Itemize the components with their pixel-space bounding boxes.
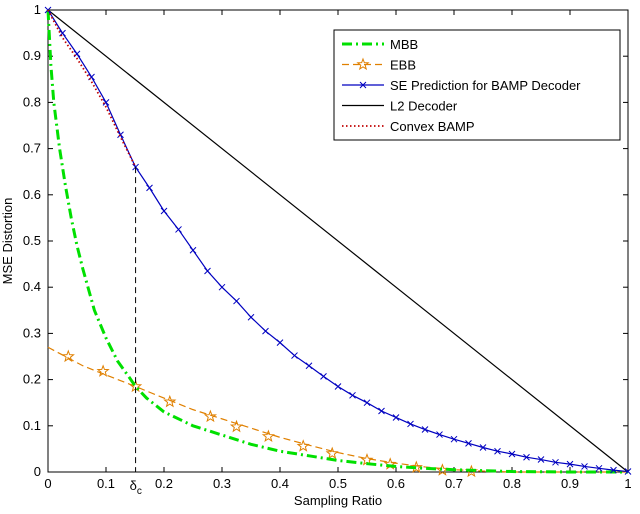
x-tick-label: 0.9 [561,476,579,491]
se-x-marker [247,313,255,321]
se-x-marker [291,352,298,359]
series-3 [47,9,629,473]
se-x-marker [160,207,168,215]
se-x-marker [508,450,516,458]
delta-c-subscript: c [137,486,142,497]
delta-c-label: δc [130,478,142,497]
legend-label: EBB [390,58,416,73]
se-x-marker [320,373,327,380]
ebb-star-marker [296,439,310,452]
se-x-marker [566,460,574,468]
ebb-star-marker [61,349,75,363]
ebb-star-marker [356,57,370,71]
se-x-marker [349,391,356,399]
series-line [46,9,628,474]
ebb-star-marker [261,429,275,443]
y-tick-label: 0.9 [23,48,41,63]
ebb-star-marker [163,394,177,408]
x-tick-label: 0.6 [387,476,405,491]
ticks-layer: 0 0.1 0.2 0.3 0.4 0.5 0.6 0.7 0.8 0.9 1 0 0.1 0.2 0.3 0… [23,2,632,491]
se-x-marker [117,131,124,139]
series-layer [44,6,632,478]
se-x-marker [359,81,367,89]
legend-label: MBB [390,37,418,52]
se-x-marker [305,362,313,370]
y-tick-label: 0.7 [23,141,41,156]
se-x-marker [392,414,400,421]
y-tick-label: 0.4 [23,279,41,294]
x-tick-label: 0.5 [329,476,347,491]
se-x-marker [523,453,530,461]
x-tick-label: 0.4 [271,476,289,491]
se-x-marker [581,463,588,470]
ebb-star-marker [325,446,339,460]
ebb-star-marker [229,419,244,433]
se-x-marker [465,440,472,447]
se-x-marker [537,456,545,463]
legend: MBB EBB SE Prediction for BAMP Decoder L2 D… [333,29,621,141]
y-tick-label: 0.5 [23,233,41,248]
se-x-marker [610,466,617,474]
se-x-marker [233,297,240,305]
se-x-marker [450,435,458,443]
se-x-marker [175,226,182,233]
se-x-marker [276,339,284,346]
se-x-marker [494,447,501,455]
y-tick-label: 0.8 [23,94,41,109]
y-tick-label: 1 [34,2,41,17]
y-tick-label: 0.6 [23,187,41,202]
legend-label: SE Prediction for BAMP Decoder [390,78,581,93]
se-x-marker [218,283,226,291]
y-tick-label: 0.2 [23,372,41,387]
delta-c-symbol: δ [130,478,137,493]
se-x-marker [421,426,429,433]
se-x-marker [189,246,197,254]
x-axis-label: Sampling Ratio [294,493,382,508]
x-tick-label: 0.7 [445,476,463,491]
series-line [47,346,628,473]
se-x-marker [479,444,487,451]
se-x-marker [407,420,414,428]
series-0 [46,9,628,474]
se-x-marker [204,267,211,275]
ebb-star-marker [409,460,423,473]
se-x-marker [262,327,269,335]
se-x-marker [378,407,385,415]
x-tick-label: 1 [624,476,631,491]
x-tick-label: 0.3 [213,476,231,491]
y-tick-label: 0 [34,464,41,479]
se-x-marker [624,468,632,475]
legend-label: L2 Decoder [390,99,458,114]
x-tick-label: 0.2 [155,476,173,491]
y-tick-label: 0.1 [23,418,41,433]
se-x-marker [595,464,603,472]
y-tick-label: 0.3 [23,325,41,340]
se-x-marker [363,399,371,407]
legend-label: Convex BAMP [390,119,475,134]
ebb-star-marker [96,364,110,377]
x-tick-label: 0 [44,476,51,491]
se-x-marker [552,458,559,466]
se-x-marker [146,184,153,192]
series-line [47,9,629,473]
x-tick-label: 0.8 [503,476,521,491]
se-x-marker [334,383,342,390]
se-x-marker [102,99,110,106]
y-axis-label: MSE Distortion [0,198,15,285]
x-tick-label: 0.1 [97,476,115,491]
ebb-star-marker [203,409,217,423]
series-2 [44,6,632,475]
se-x-marker [436,431,443,438]
